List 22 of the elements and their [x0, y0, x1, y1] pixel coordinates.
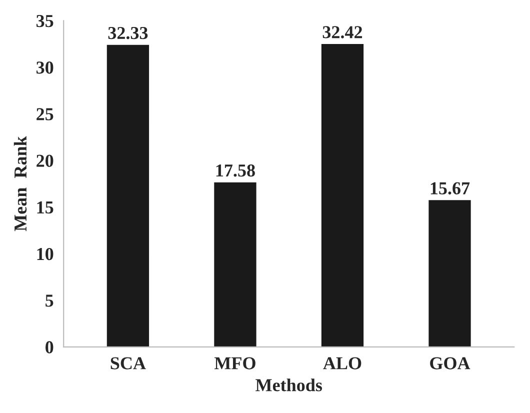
data-label: 32.33: [108, 26, 148, 40]
y-tick-label: 15: [37, 201, 54, 214]
y-tick-label: 30: [36, 62, 54, 74]
data-label: 15.67: [430, 182, 470, 194]
x-tick-label: SCA: [110, 357, 146, 370]
y-tick-label: 0: [46, 341, 54, 354]
bar: [321, 44, 364, 347]
y-tick-label: 5: [46, 294, 54, 307]
y-axis-title: Mean Rank: [14, 136, 27, 232]
bar: [428, 200, 471, 347]
y-tick-label: 25: [36, 108, 54, 120]
y-tick-label: 10: [37, 248, 54, 260]
x-axis-title: Methods: [256, 378, 322, 392]
bar: [106, 44, 150, 347]
x-tick-label: MFO: [214, 357, 256, 370]
bar: [214, 182, 256, 347]
y-tick-label: 20: [36, 154, 54, 167]
x-tick-label: GOA: [430, 357, 470, 370]
y-tick-label: 35: [36, 14, 54, 28]
data-label: 32.42: [322, 26, 362, 38]
x-tick-label: ALO: [323, 357, 362, 370]
data-label: 17.58: [216, 164, 255, 177]
